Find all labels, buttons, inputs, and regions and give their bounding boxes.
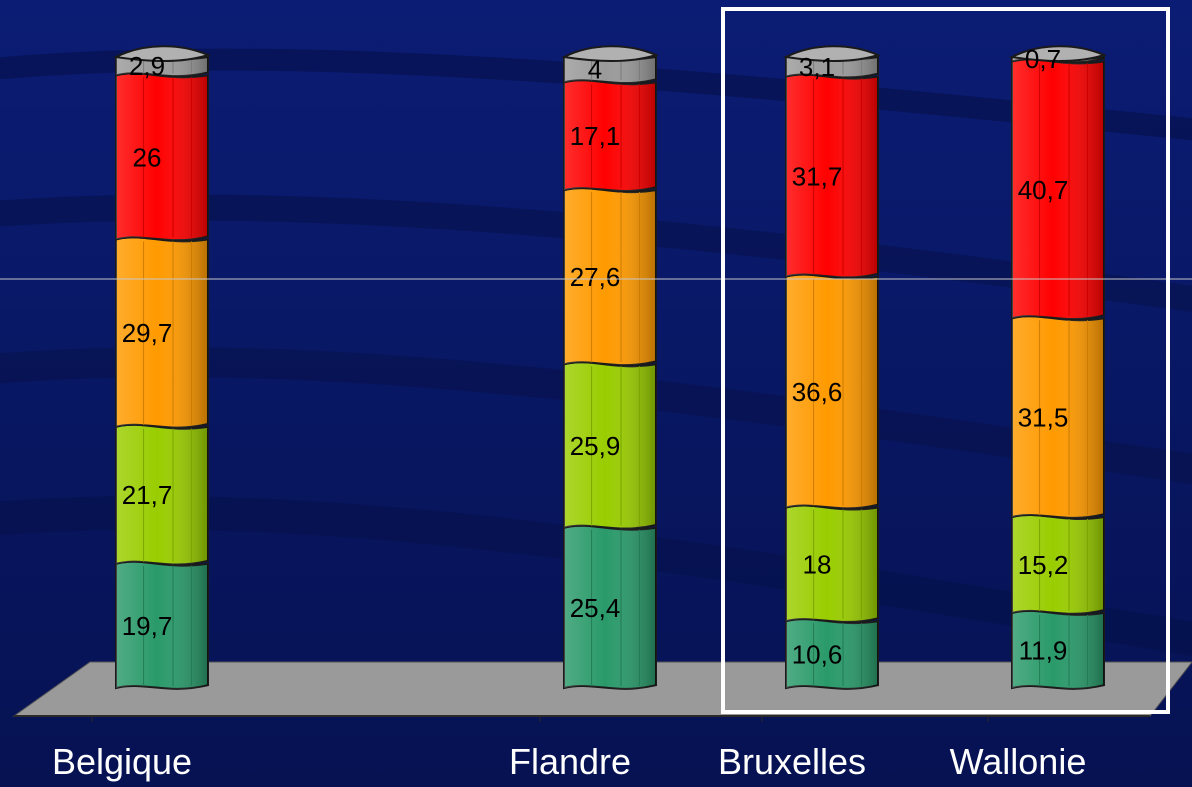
data-label: 19,7 [122, 611, 173, 641]
data-label: 18 [803, 549, 832, 579]
data-label: 15,2 [1018, 550, 1069, 580]
bar-segment-shading [786, 619, 878, 689]
bar-segment-shading [564, 54, 656, 84]
data-label: 26 [133, 142, 162, 172]
data-label: 11,9 [1019, 635, 1068, 665]
column-bruxelles: 10,6 18 36,6 31,7 3,1 [782, 45, 881, 690]
category-label: Bruxelles [718, 741, 866, 782]
data-label: 17,1 [570, 121, 621, 151]
x-axis-ticks [91, 716, 989, 722]
bar-segment-shading [116, 73, 208, 241]
bar-segment-shading [786, 505, 878, 622]
column-flandre: 25,4 25,9 27,6 17,1 4 [560, 45, 659, 690]
data-label: 10,6 [792, 640, 843, 670]
data-label: 25,9 [570, 431, 621, 461]
data-label: 31,7 [792, 162, 843, 192]
data-label: 0,7 [1025, 44, 1061, 74]
category-label: Belgique [52, 741, 192, 782]
data-label: 25,4 [570, 593, 621, 623]
bar-segment-shading [1012, 59, 1104, 320]
bar-segment-shading [564, 362, 656, 529]
data-label: 21,7 [122, 480, 173, 510]
category-label: Wallonie [950, 741, 1087, 782]
column-belgique: 19,7 21,7 29,7 26 2,9 [112, 45, 211, 690]
bar-segment-shading [1012, 514, 1104, 614]
bar-segment-shading [116, 561, 208, 689]
bar-segment-shading [1012, 316, 1104, 518]
data-label: 29,7 [122, 318, 173, 348]
bar-segment-shading [564, 525, 656, 689]
column-wallonie: 11,9 15,2 31,5 40,7 0,7 [1008, 44, 1107, 690]
bar-top-cap [560, 45, 659, 62]
bar-segment-shading [564, 80, 656, 191]
category-labels: Belgique Flandre Bruxelles Wallonie [52, 741, 1086, 782]
data-label: 3,1 [799, 52, 835, 82]
columns: 19,7 21,7 29,7 26 2,9 25,4 25,9 27,6 17,1 4 10,6 18… [112, 44, 1107, 690]
data-label: 2,9 [129, 51, 165, 81]
bar-top-cap [1008, 45, 1107, 62]
data-label: 4 [588, 55, 602, 85]
highlight-frame [721, 7, 1170, 714]
data-label: 36,6 [792, 377, 843, 407]
bar-segment-shading [116, 424, 208, 565]
bar-segment-shading [116, 237, 208, 428]
bar-segment-shading [564, 188, 656, 366]
bar-top-cap [782, 45, 881, 62]
bar-segment-shading [1012, 610, 1104, 689]
data-label: 31,5 [1018, 403, 1069, 433]
data-label: 27,6 [570, 262, 621, 292]
category-label: Flandre [509, 741, 631, 782]
data-label: 40,7 [1018, 175, 1069, 205]
bar-segment-shading [786, 74, 878, 278]
bar-segment-shading [786, 274, 878, 509]
bar-top-cap [112, 45, 211, 62]
